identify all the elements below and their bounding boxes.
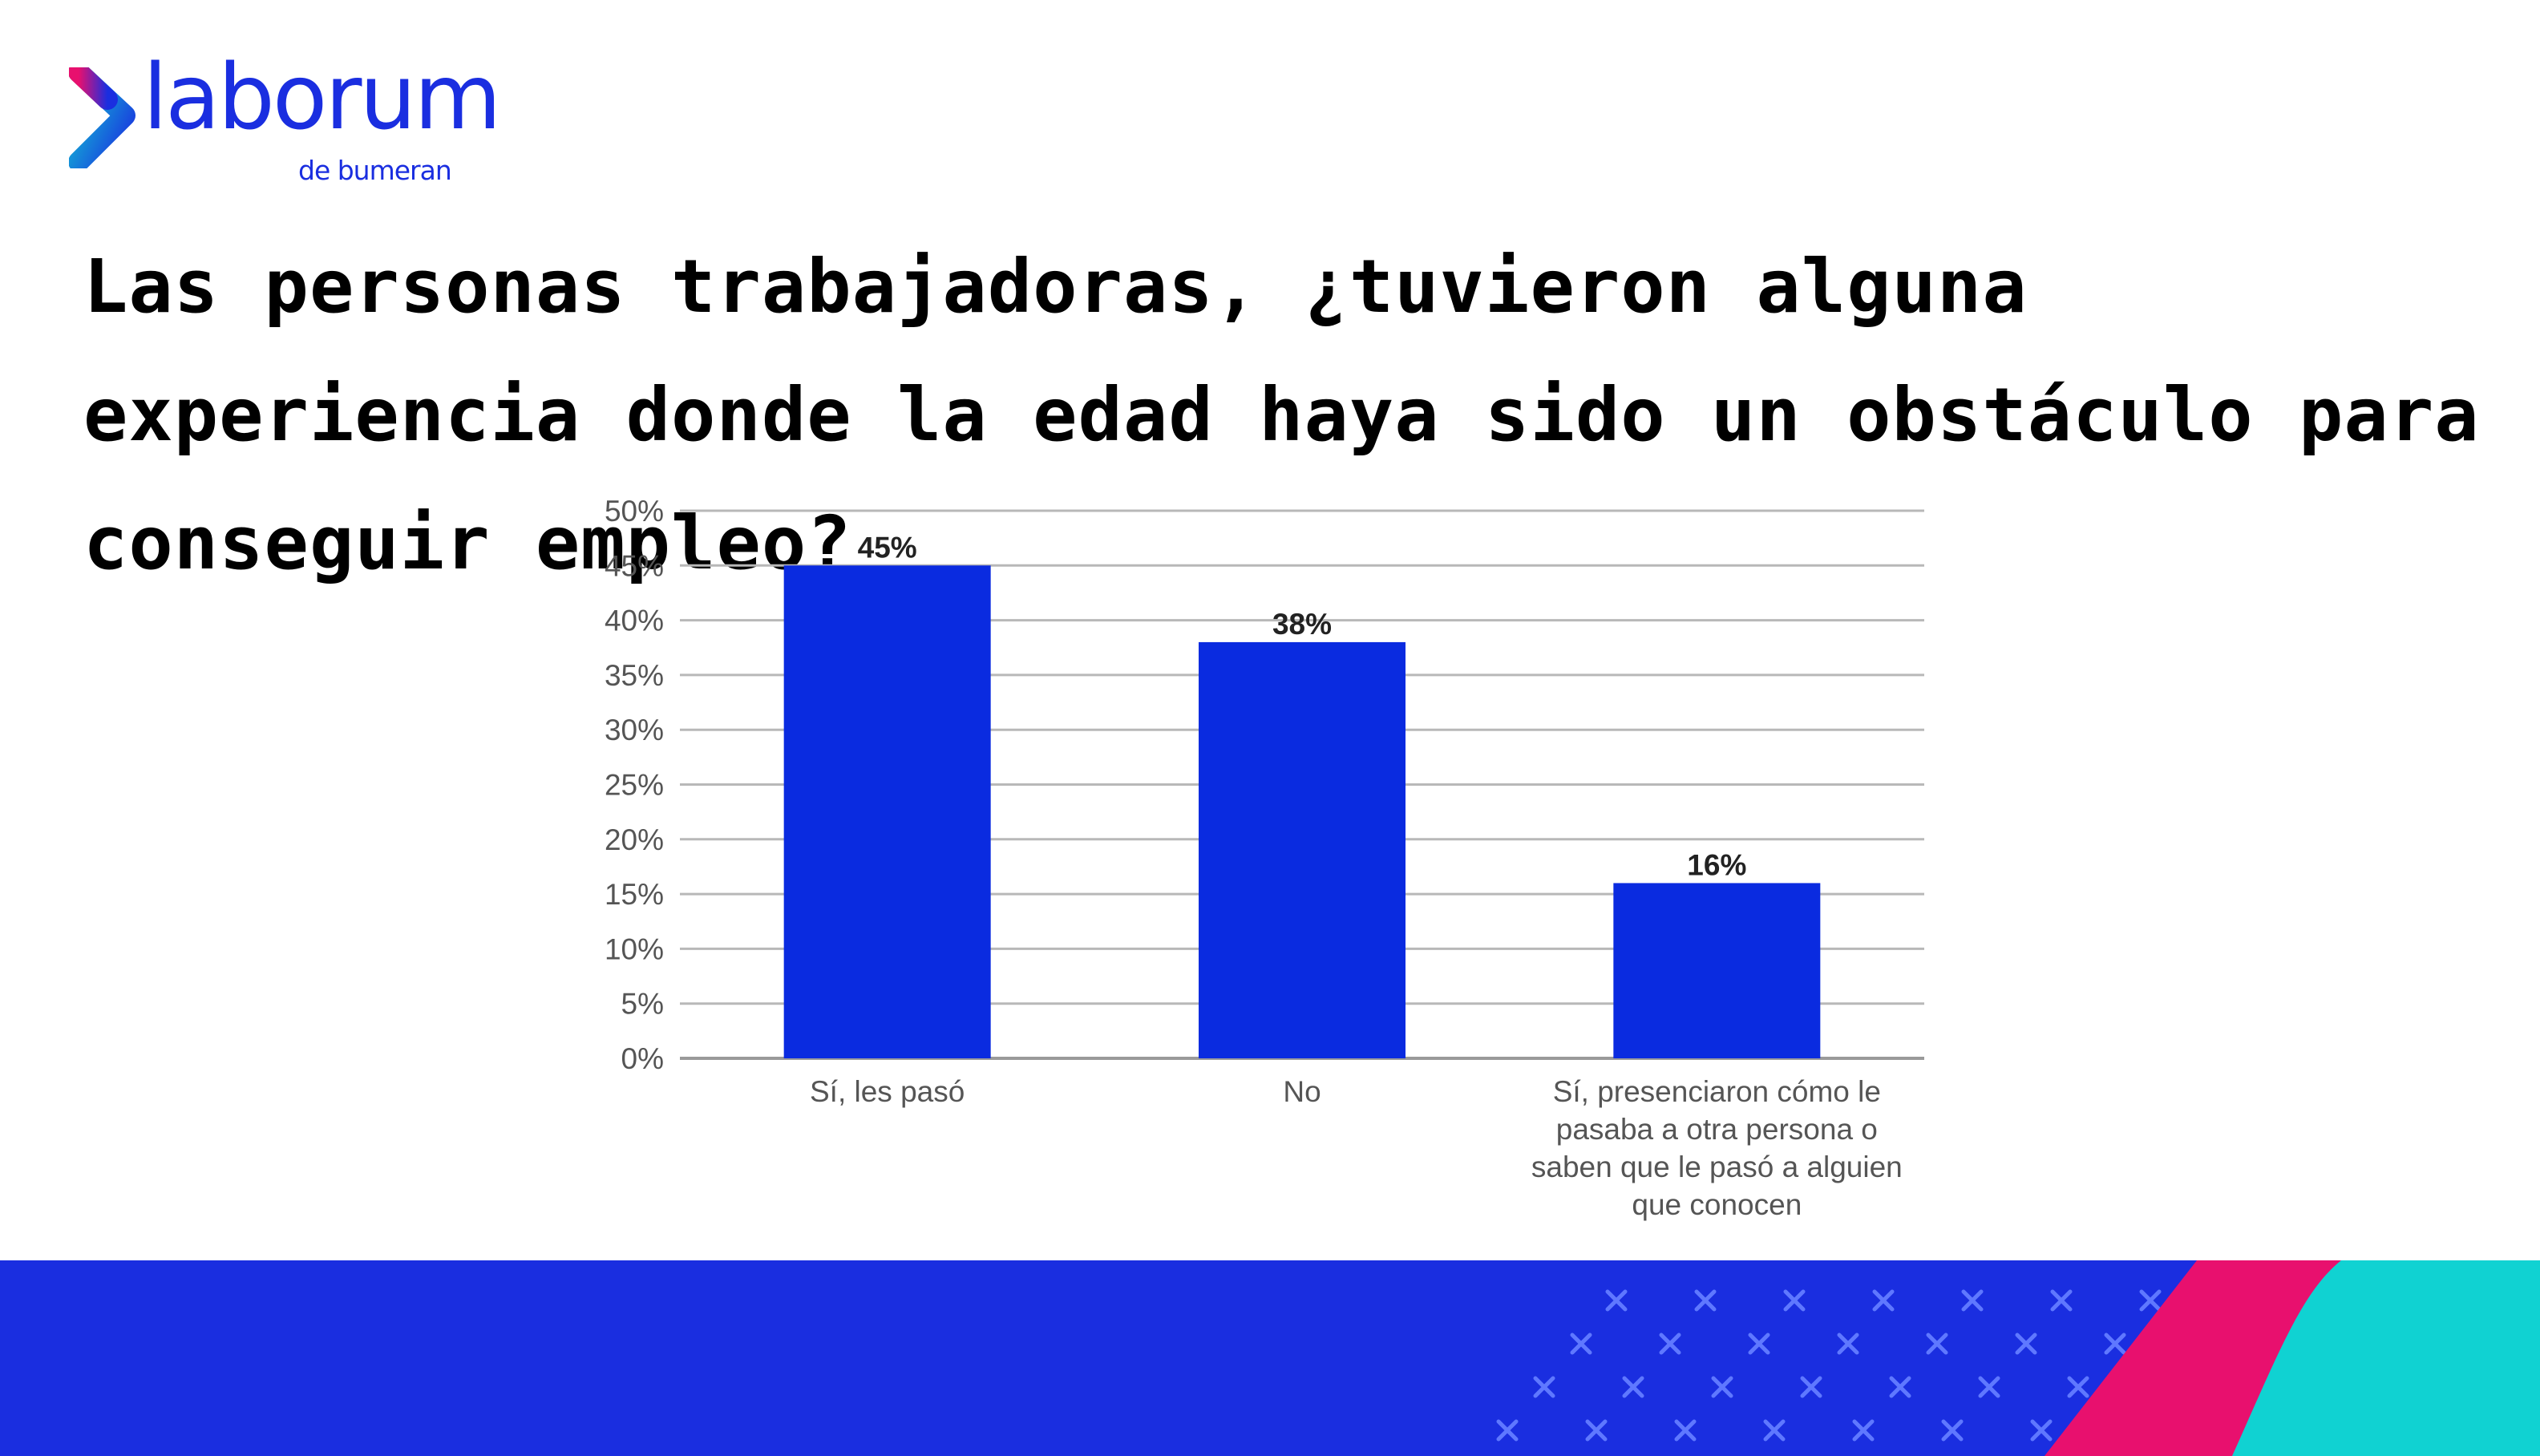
laborum-logo: laborum de bumeran: [69, 53, 501, 188]
cross-icon: [1496, 1419, 1519, 1442]
data-label: 45%: [858, 531, 917, 564]
cross-icon: [1570, 1333, 1592, 1355]
y-tick-label: 35%: [605, 659, 664, 692]
y-tick-label: 0%: [621, 1042, 664, 1075]
cross-icon: [1622, 1376, 1644, 1398]
cross-icon: [2067, 1376, 2089, 1398]
cross-icon: [1585, 1419, 1608, 1442]
logo-wordmark: laborum: [143, 46, 501, 150]
cross-icon: [1961, 1289, 1984, 1312]
cross-icon: [2050, 1289, 2073, 1312]
y-tick-label: 30%: [605, 714, 664, 746]
bar: [1199, 641, 1405, 1058]
cross-icon: [2015, 1333, 2037, 1355]
data-labels: 45% 38% 16%: [858, 531, 1747, 881]
cross-icon: [1533, 1376, 1555, 1398]
bars: [783, 565, 1821, 1058]
data-label: 38%: [1272, 608, 1332, 641]
cross-icon: [1659, 1333, 1681, 1355]
cross-icon: [1941, 1419, 1964, 1442]
y-tick-label: 25%: [605, 769, 664, 802]
page-title: Las personas trabajadoras, ¿tuvieron alg…: [83, 244, 2480, 586]
footer-pink-stripe: [2045, 1260, 2349, 1456]
bar: [783, 565, 991, 1058]
x-tick-label: Sí, presenciaron cómo le pasaba a otra pe…: [1531, 1075, 1903, 1221]
footer-banner: [0, 1260, 2540, 1456]
cross-pattern: [1496, 1289, 2162, 1442]
cross-icon: [1889, 1376, 1911, 1398]
bar: [1613, 883, 1821, 1058]
y-tick-label: 10%: [605, 932, 664, 965]
cross-icon: [1978, 1376, 2000, 1398]
cross-icon: [1748, 1333, 1770, 1355]
cross-icon: [1800, 1376, 1822, 1398]
data-label: 16%: [1687, 848, 1746, 881]
cross-icon: [1711, 1376, 1733, 1398]
cross-icon: [1674, 1419, 1697, 1442]
y-tick-label: 15%: [605, 878, 664, 911]
x-tick-label: Sí, les pasó: [810, 1075, 965, 1108]
x-axis-ticks: Sí, les pasó No Sí, presenciaron cómo le pa…: [810, 1075, 1903, 1221]
y-tick-label: 45%: [605, 549, 664, 582]
cross-icon: [1783, 1289, 1806, 1312]
y-tick-label: 5%: [621, 988, 664, 1021]
bar-chart: 0% 5% 10% 15% 20% 25% 30% 35% 40% 45% 50% 45% 38% 16…: [605, 495, 1924, 1221]
cross-icon: [2104, 1333, 2126, 1355]
cross-icon: [1852, 1419, 1875, 1442]
chevron-logo-icon: [69, 67, 135, 168]
logo-subtitle: de bumeran: [298, 155, 452, 186]
footer-cyan-shape: [2232, 1260, 2540, 1456]
cross-icon: [2030, 1419, 2053, 1442]
cross-icon: [1926, 1333, 1948, 1355]
cross-icon: [2139, 1289, 2162, 1312]
x-tick-label: No: [1283, 1075, 1321, 1108]
y-axis-ticks: 0% 5% 10% 15% 20% 25% 30% 35% 40% 45% 50%: [605, 495, 664, 1075]
cross-icon: [1694, 1289, 1717, 1312]
cross-icon: [1837, 1333, 1859, 1355]
y-tick-label: 50%: [605, 495, 664, 528]
cross-icon: [1605, 1289, 1628, 1312]
cross-icon: [1763, 1419, 1786, 1442]
cross-icon: [1872, 1289, 1895, 1312]
y-tick-label: 40%: [605, 605, 664, 637]
y-tick-label: 20%: [605, 823, 664, 856]
